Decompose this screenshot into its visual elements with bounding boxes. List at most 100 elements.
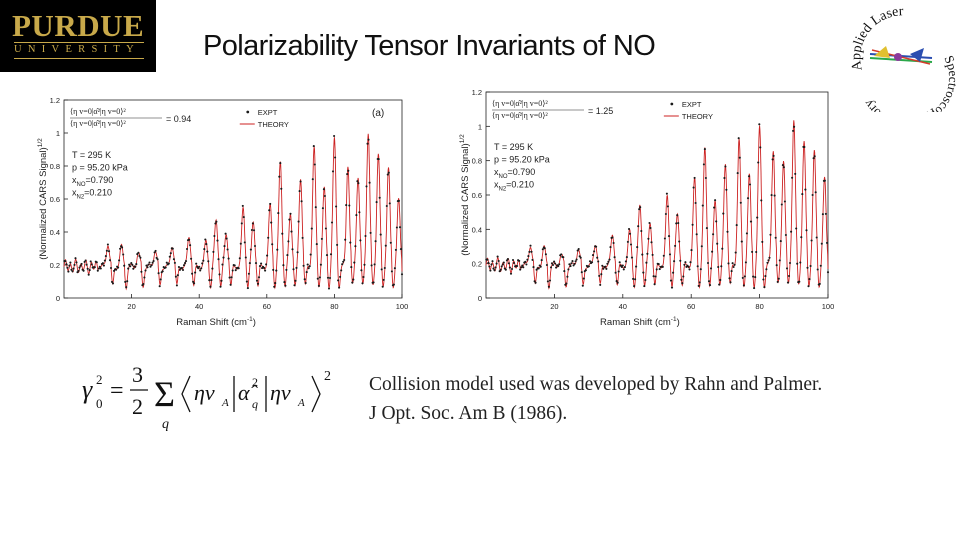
expt-point (233, 264, 236, 267)
expt-point (595, 245, 598, 248)
expt-point (742, 284, 745, 287)
expt-point (729, 281, 732, 284)
expt-point (203, 248, 206, 251)
expt-point (345, 204, 348, 207)
y-axis-label: (Normalized CARS Signal)1/2 (459, 134, 471, 256)
expt-point (615, 280, 618, 283)
expt-point (96, 269, 99, 272)
citation-line-2: J Opt. Soc. Am B (1986). (369, 403, 568, 424)
expt-point (223, 245, 226, 248)
expt-point (734, 251, 737, 254)
expt-point (794, 172, 797, 175)
expt-point (756, 216, 759, 219)
expt-point (266, 254, 269, 257)
expt-point (229, 283, 232, 286)
expt-point (644, 278, 647, 282)
purdue-logo: PURDUE UNIVERSITY (0, 0, 156, 72)
expt-point (650, 241, 653, 244)
expt-point (502, 261, 505, 264)
lab-logo: Applied Laser Spectroscopy Laboratory (840, 0, 960, 132)
expt-point (682, 275, 685, 278)
expt-point (228, 276, 231, 279)
expt-point (324, 227, 327, 230)
expt-point (192, 280, 195, 283)
expt-point (147, 263, 150, 266)
expt-point (745, 232, 748, 235)
expt-point (360, 269, 363, 272)
formula-sum-index: q (162, 417, 169, 432)
expt-point (576, 249, 579, 252)
expt-point (618, 261, 621, 264)
expt-point (307, 267, 310, 270)
expt-point (80, 262, 83, 265)
expt-point (69, 261, 72, 264)
expt-point (733, 263, 736, 266)
expt-point (516, 264, 519, 268)
expt-point (308, 265, 311, 268)
gamma-formula: γ 2 0 = 3 2 Σ q ηv A α̂ 2 q ηv A 2 (76, 352, 346, 436)
expt-point (93, 266, 96, 269)
expt-point (781, 164, 784, 167)
expt-point (506, 257, 509, 261)
expt-point (310, 227, 313, 230)
expt-point (349, 241, 352, 244)
expt-point (161, 270, 164, 273)
expt-point (151, 261, 154, 264)
expt-point (269, 202, 272, 205)
expt-point (574, 260, 577, 263)
expt-point (263, 266, 266, 269)
expt-point (763, 286, 766, 289)
expt-point (587, 265, 590, 268)
expt-point (624, 260, 627, 263)
expt-point (544, 253, 547, 256)
expt-point (530, 250, 533, 253)
expt-point (663, 237, 666, 240)
expt-point (242, 216, 245, 219)
expt-point (532, 266, 535, 269)
expt-point (798, 280, 801, 283)
expt-point (240, 222, 243, 225)
expt-point (135, 263, 138, 266)
expt-point (707, 280, 711, 283)
expt-point (785, 267, 789, 270)
x-tick-label: 20 (127, 302, 135, 311)
expt-point (653, 283, 656, 286)
left-angle-icon (181, 375, 191, 413)
expt-point (743, 275, 746, 278)
expt-point (719, 278, 722, 282)
expt-point (362, 275, 365, 279)
expt-point (306, 263, 309, 266)
expt-point (206, 250, 209, 253)
expt-point (222, 256, 225, 259)
expt-point (159, 278, 162, 281)
expt-point (800, 236, 803, 239)
expt-point (342, 260, 345, 263)
expt-point (158, 285, 161, 288)
expt-point (491, 260, 494, 263)
expt-point (132, 267, 135, 270)
expt-point (665, 192, 668, 195)
expt-point (773, 194, 776, 197)
expt-point (169, 252, 172, 255)
expt-point (669, 279, 673, 282)
expt-point (380, 268, 383, 271)
expt-point (211, 267, 214, 270)
expt-point (819, 264, 822, 267)
expt-point (298, 190, 301, 193)
expt-point (209, 285, 212, 288)
expt-point (651, 253, 654, 256)
expt-point (234, 269, 237, 272)
expt-point (125, 286, 128, 289)
y-tick-label: 0.6 (50, 195, 60, 204)
expt-point (547, 285, 550, 288)
expt-point (815, 236, 818, 239)
expt-point (526, 258, 529, 261)
expt-point (400, 273, 404, 276)
expt-point (519, 268, 522, 271)
expt-point (210, 279, 213, 282)
y-tick-label: 0 (478, 294, 482, 303)
expt-point (337, 279, 340, 282)
legend-theory-label: THEORY (258, 120, 289, 129)
expt-point (323, 194, 326, 198)
expt-point (793, 125, 796, 128)
